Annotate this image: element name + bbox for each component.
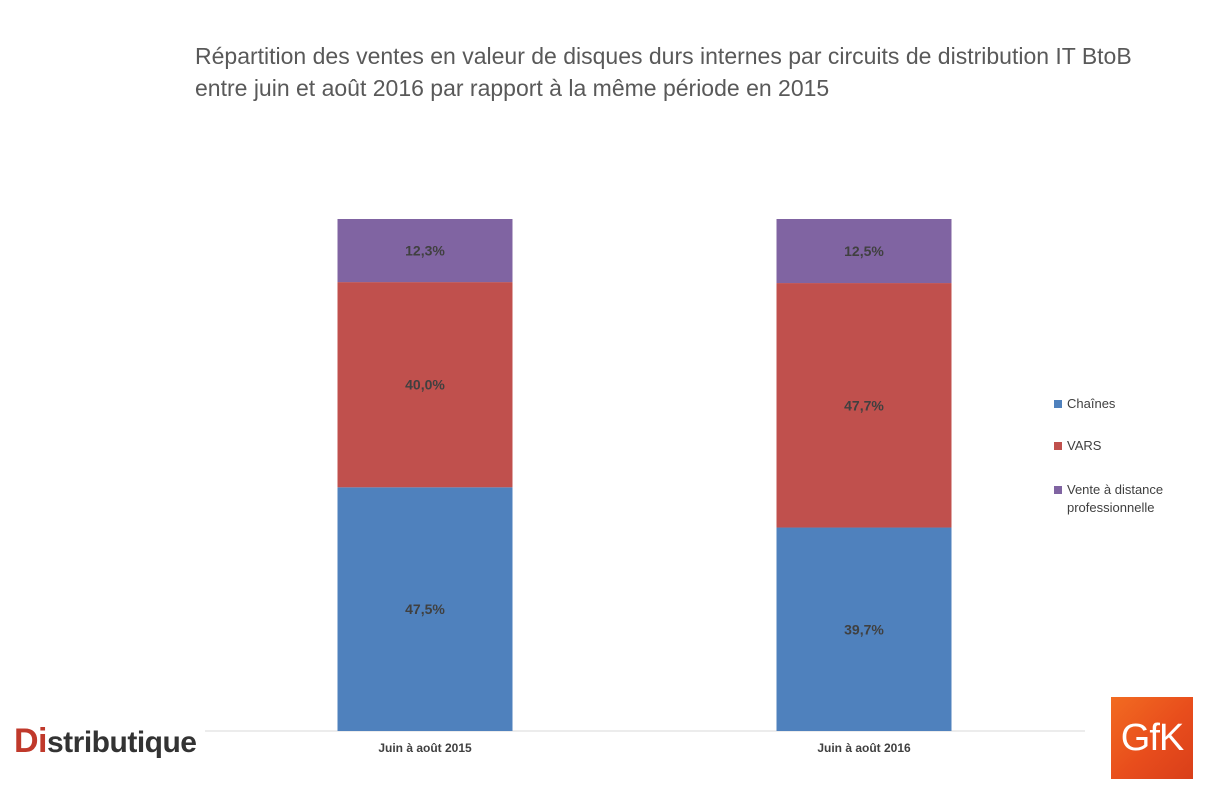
bar-vente-distance-2: [776, 219, 952, 284]
legend-label-vars: VARS: [1067, 438, 1102, 453]
legend-swatch-vente-distance: [1054, 486, 1062, 494]
data-label-chaines-2: 39,7%: [844, 621, 884, 637]
gfk-logo: GfK: [1111, 697, 1193, 779]
distributique-logo: Distributique: [14, 722, 197, 760]
bar-vars-2: [776, 283, 952, 528]
chart-title: Répartition des ventes en valeur de disq…: [195, 43, 1132, 101]
legend-swatch-chaines: [1054, 400, 1062, 408]
x-tick-label-2: Juin à août 2016: [817, 741, 911, 755]
legend-item-vars: VARS: [1054, 437, 1217, 455]
bar-vars-1: [337, 282, 513, 488]
x-tick-label-1: Juin à août 2015: [378, 741, 472, 755]
legend-item-vente-distance: Vente à distance professionnelle: [1054, 481, 1177, 517]
bar-vente-distance-1: [337, 219, 513, 283]
data-label-vente-distance-1: 12,3%: [405, 243, 445, 259]
bar-chaines-2: [776, 527, 952, 731]
legend-label-vente-distance: Vente à distance professionnelle: [1067, 482, 1164, 515]
data-label-vars-1: 40,0%: [405, 377, 445, 393]
data-label-chaines-1: 47,5%: [405, 601, 445, 617]
legend-label-chaines: Chaînes: [1067, 396, 1116, 411]
data-label-vente-distance-2: 12,5%: [844, 243, 884, 259]
data-label-vars-2: 47,7%: [844, 397, 884, 413]
bar-chaines-1: [337, 487, 513, 731]
legend-item-chaines: Chaînes: [1054, 395, 1217, 413]
legend-swatch-vars: [1054, 442, 1062, 450]
